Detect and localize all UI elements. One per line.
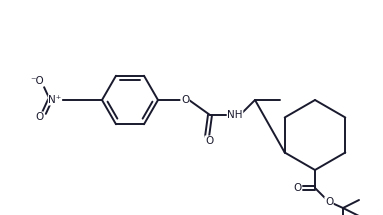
Text: O: O <box>325 197 333 207</box>
Text: O: O <box>35 112 43 122</box>
Text: O: O <box>181 95 189 105</box>
Text: ⁻O: ⁻O <box>30 76 44 86</box>
Text: O: O <box>293 183 301 193</box>
Text: O: O <box>205 136 213 146</box>
Text: N⁺: N⁺ <box>48 95 62 105</box>
Text: NH: NH <box>227 110 243 120</box>
